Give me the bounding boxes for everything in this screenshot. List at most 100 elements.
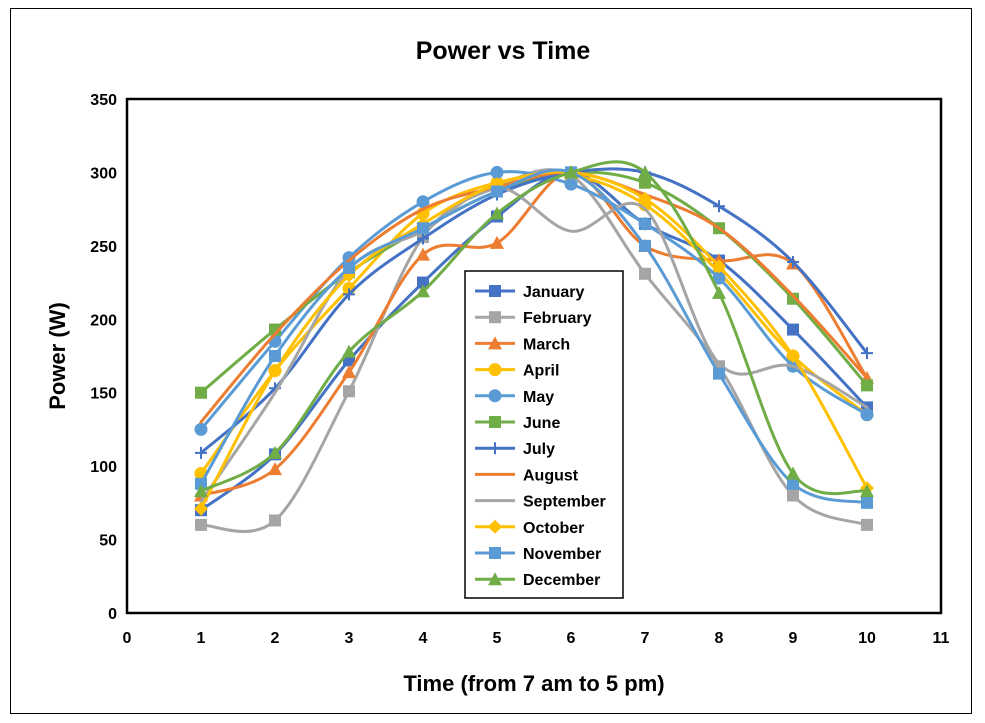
x-tick-label: 1: [197, 630, 206, 647]
series-line-september: [199, 185, 869, 503]
series-line-july: [199, 167, 869, 455]
data-point: [712, 285, 726, 299]
data-point: [639, 176, 651, 189]
data-point: [861, 347, 873, 360]
y-tick-label: 100: [90, 459, 117, 476]
data-point: [343, 288, 355, 301]
series-group: [194, 160, 874, 533]
data-point: [343, 385, 355, 398]
data-point: [194, 422, 208, 436]
data-point: [638, 191, 652, 206]
legend-label: March: [523, 336, 570, 353]
legend-swatch-marker: [488, 363, 502, 377]
y-axis-ticks: 0 50 100 150 200 250 300 350: [90, 92, 117, 623]
x-tick-label: 10: [858, 630, 876, 647]
legend-label: October: [523, 520, 584, 537]
data-point: [269, 514, 281, 527]
x-tick-label: 6: [567, 630, 576, 647]
data-point: [195, 477, 207, 490]
data-point: [416, 284, 430, 298]
data-point: [417, 276, 429, 289]
y-tick-label: 0: [108, 606, 117, 623]
data-point: [638, 165, 652, 179]
data-point: [417, 222, 429, 235]
y-tick-label: 250: [90, 239, 117, 256]
data-point: [268, 363, 282, 378]
x-tick-label: 11: [933, 630, 950, 647]
data-point: [787, 477, 799, 490]
x-tick-label: 9: [789, 630, 798, 647]
legend-item-december: December: [475, 572, 600, 589]
legend-label: April: [523, 363, 559, 380]
legend-swatch-marker: [488, 389, 502, 403]
data-point: [860, 484, 874, 498]
data-point: [861, 518, 873, 531]
legend-swatch-marker: [488, 336, 502, 350]
legend-label: January: [523, 284, 584, 301]
data-point: [787, 292, 799, 305]
series-line-december: [199, 160, 869, 496]
legend-item-october: October: [475, 519, 584, 537]
legend-item-july: July: [475, 441, 555, 458]
data-point: [268, 462, 282, 476]
data-point: [268, 445, 282, 459]
legend-label: November: [523, 546, 601, 563]
data-point: [639, 267, 651, 280]
chart-title: Power vs Time: [416, 37, 591, 65]
data-point: [342, 365, 356, 379]
data-point: [713, 200, 725, 213]
legend-swatch-marker: [488, 572, 502, 586]
legend-item-march: March: [475, 336, 570, 353]
chart-frame: Power vs Time 0 50 100 150 200 250 300 350 0 1 2 3…: [10, 8, 972, 714]
data-point: [195, 518, 207, 531]
legend: January February March April May June July Augu…: [464, 270, 624, 599]
legend-item-january: January: [475, 284, 584, 301]
data-point: [194, 501, 208, 516]
legend-swatch-marker: [489, 442, 501, 455]
y-tick-label: 150: [90, 386, 117, 403]
series-line-october: [199, 170, 869, 511]
data-point: [490, 235, 504, 249]
data-point: [638, 217, 652, 231]
y-tick-label: 200: [90, 312, 117, 329]
data-point: [194, 484, 208, 498]
y-tick-label: 50: [99, 533, 117, 550]
x-axis-title: Time (from 7 am to 5 pm): [403, 671, 664, 696]
legend-swatch-marker: [489, 416, 501, 428]
data-point: [712, 271, 726, 285]
data-point: [491, 185, 503, 198]
x-tick-label: 8: [715, 630, 724, 647]
series-september: [199, 185, 869, 503]
data-point: [417, 232, 429, 245]
legend-label: May: [523, 389, 554, 406]
y-tick-label: 350: [90, 92, 117, 109]
legend-box: [464, 270, 624, 599]
legend-label: February: [523, 310, 592, 327]
series-line-august: [199, 170, 869, 424]
data-point: [268, 334, 282, 348]
x-tick-label: 2: [271, 630, 280, 647]
data-point: [861, 379, 873, 392]
legend-item-april: April: [475, 363, 559, 380]
data-point: [490, 165, 504, 179]
legend-swatch-marker: [489, 285, 501, 297]
series-line-march: [199, 170, 869, 497]
x-tick-label: 7: [641, 630, 650, 647]
series-august: [199, 170, 869, 424]
legend-item-june: June: [475, 415, 560, 432]
legend-label: August: [523, 467, 579, 484]
legend-item-november: November: [475, 546, 601, 563]
data-point: [786, 349, 800, 363]
x-tick-label: 5: [493, 630, 502, 647]
legend-swatch-marker: [489, 547, 501, 559]
x-tick-label: 4: [419, 630, 428, 647]
legend-swatch-marker: [488, 519, 502, 534]
legend-label: June: [523, 415, 560, 432]
data-point: [416, 195, 430, 209]
legend-item-february: February: [475, 310, 592, 327]
data-point: [787, 256, 799, 269]
data-point: [342, 251, 356, 265]
data-point: [416, 247, 430, 261]
data-point: [712, 259, 726, 274]
legend-label: July: [523, 441, 555, 458]
